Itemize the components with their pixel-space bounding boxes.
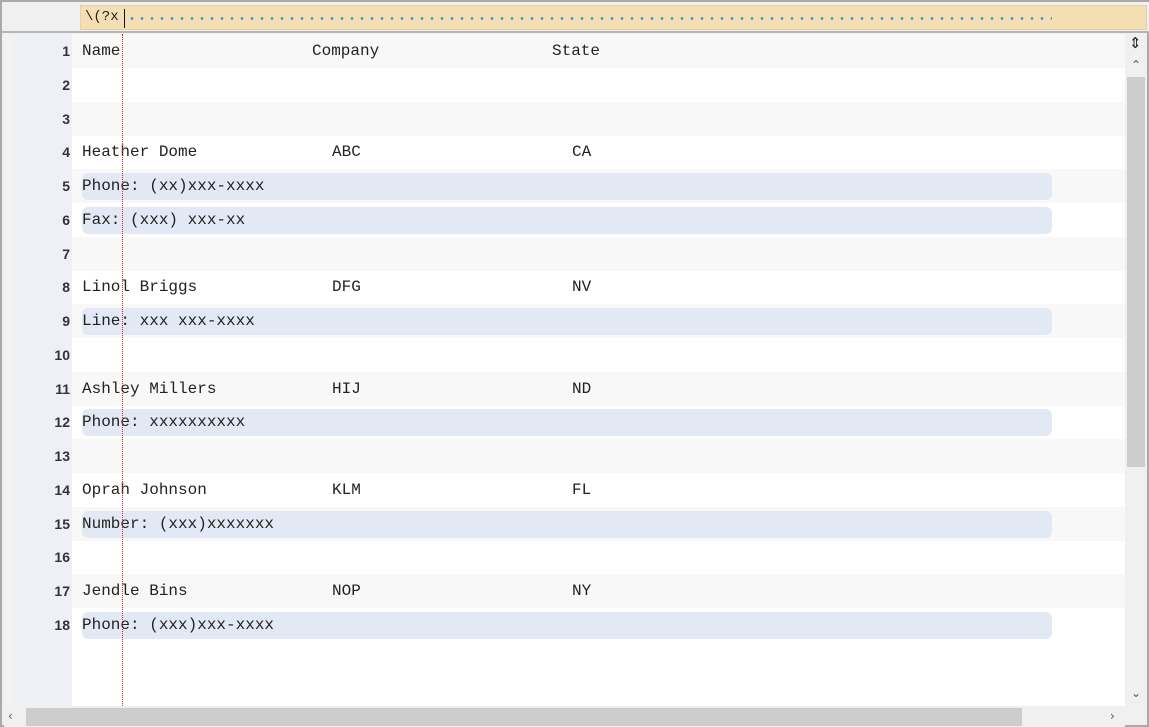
company-cell: Company: [312, 42, 380, 60]
chevron-up-icon[interactable]: ⌃: [1131, 58, 1142, 72]
text-line[interactable]: Heather Dome ABC CA: [72, 135, 1125, 169]
company-cell: HIJ: [332, 379, 361, 398]
line-number: 16: [54, 549, 70, 566]
search-match-highlight: [82, 206, 1052, 234]
state-cell: CA: [572, 143, 592, 162]
text-caret: [124, 9, 125, 28]
line-number: 7: [62, 245, 70, 262]
search-match-highlight: [82, 409, 1052, 437]
state-cell: FL: [572, 480, 592, 499]
name-cell: Name: [82, 42, 121, 60]
search-match-highlight: [82, 173, 1052, 200]
search-text: \(?x: [85, 9, 119, 25]
line-number: 5: [62, 178, 70, 194]
search-match-highlight: [82, 510, 1052, 538]
split-view-icon[interactable]: ⇕: [1129, 34, 1142, 52]
line-number: 17: [54, 583, 70, 599]
line-number: 9: [62, 313, 70, 329]
chevron-right-icon[interactable]: ›: [1110, 709, 1115, 723]
state-cell: State: [552, 42, 601, 60]
name-cell: Line: xxx xxx-xxxx: [82, 312, 255, 330]
line-number: 12: [54, 414, 70, 431]
company-cell: ABC: [332, 143, 361, 162]
vertical-scroll-thumb[interactable]: [1127, 77, 1145, 467]
line-number: 10: [54, 346, 70, 363]
text-line[interactable]: Fax: (xxx) xxx-xx: [72, 203, 1125, 237]
name-cell: Phone: (xxx)xxx-xxxx: [82, 615, 275, 634]
company-cell: KLM: [332, 480, 361, 499]
line-number: 3: [62, 110, 70, 127]
name-cell: Fax: (xxx) xxx-xx: [82, 210, 246, 229]
text-line[interactable]: [72, 540, 1125, 574]
text-line[interactable]: Ashley Millers HIJ ND: [72, 371, 1125, 406]
text-line[interactable]: Phone: (xx)xxx-xxxx: [72, 169, 1125, 203]
line-number: 11: [55, 380, 70, 397]
text-line[interactable]: Name Company State: [72, 34, 1125, 68]
state-cell: NY: [572, 582, 592, 600]
line-number: 2: [62, 76, 70, 93]
line-number: 18: [54, 616, 70, 633]
name-cell: Ashley Millers: [82, 379, 217, 398]
column-guide-line: [122, 34, 123, 706]
search-match-highlight: [82, 308, 1052, 335]
name-cell: Heather Dome: [82, 143, 198, 162]
text-line[interactable]: Number: (xxx)xxxxxxx: [72, 506, 1125, 541]
text-line[interactable]: [72, 68, 1125, 102]
name-cell: Number: (xxx)xxxxxxx: [82, 514, 275, 533]
name-cell: Phone: (xx)xxx-xxxx: [82, 177, 265, 195]
name-cell: Phone: xxxxxxxxxx: [82, 413, 246, 432]
vertical-scrollbar[interactable]: ⇕ ⌃ ⌄: [1125, 34, 1147, 708]
state-cell: NV: [572, 278, 592, 297]
line-number: 14: [54, 481, 70, 498]
text-line[interactable]: [72, 101, 1125, 136]
company-cell: NOP: [332, 582, 361, 600]
name-cell: Jendle Bins: [82, 582, 188, 600]
line-number: 15: [54, 515, 70, 532]
text-line[interactable]: Oprah Johnson KLM FL: [72, 473, 1125, 507]
whitespace-dots: [127, 17, 1052, 20]
chevron-left-icon[interactable]: ‹: [8, 709, 13, 723]
state-cell: ND: [572, 379, 592, 398]
text-line[interactable]: [72, 439, 1125, 473]
line-number: 6: [62, 211, 70, 228]
company-cell: DFG: [332, 278, 361, 297]
name-cell: Oprah Johnson: [82, 480, 207, 499]
text-line[interactable]: Phone: (xxx)xxx-xxxx: [72, 608, 1125, 642]
line-number-gutter: 1 2 3 4 5 6 7 8 9 10 11 12 13 14 15 16 17 18: [4, 34, 72, 706]
line-number: 4: [62, 144, 70, 161]
line-number: 13: [54, 448, 70, 464]
text-line[interactable]: Phone: xxxxxxxxxx: [72, 405, 1125, 439]
text-line[interactable]: Linol Briggs DFG NV: [72, 270, 1125, 304]
line-number: 1: [62, 43, 70, 59]
text-editor[interactable]: Name Company State Heather Dome ABC CA Phone: …: [72, 34, 1125, 706]
name-cell: Linol Briggs: [82, 278, 198, 297]
chevron-down-icon[interactable]: ⌄: [1131, 686, 1142, 700]
text-line[interactable]: Line: xxx xxx-xxxx: [72, 304, 1125, 338]
text-line[interactable]: [72, 338, 1125, 372]
text-line[interactable]: Jendle Bins NOP NY: [72, 574, 1125, 608]
search-match-highlight: [82, 611, 1052, 639]
line-number: 8: [62, 279, 70, 296]
search-bar: \(?x: [2, 2, 1149, 33]
text-line[interactable]: [72, 236, 1125, 271]
regex-search-input[interactable]: \(?x: [80, 5, 1147, 30]
horizontal-scroll-thumb[interactable]: [26, 708, 1022, 726]
horizontal-scrollbar[interactable]: ‹ ›: [4, 707, 1125, 727]
